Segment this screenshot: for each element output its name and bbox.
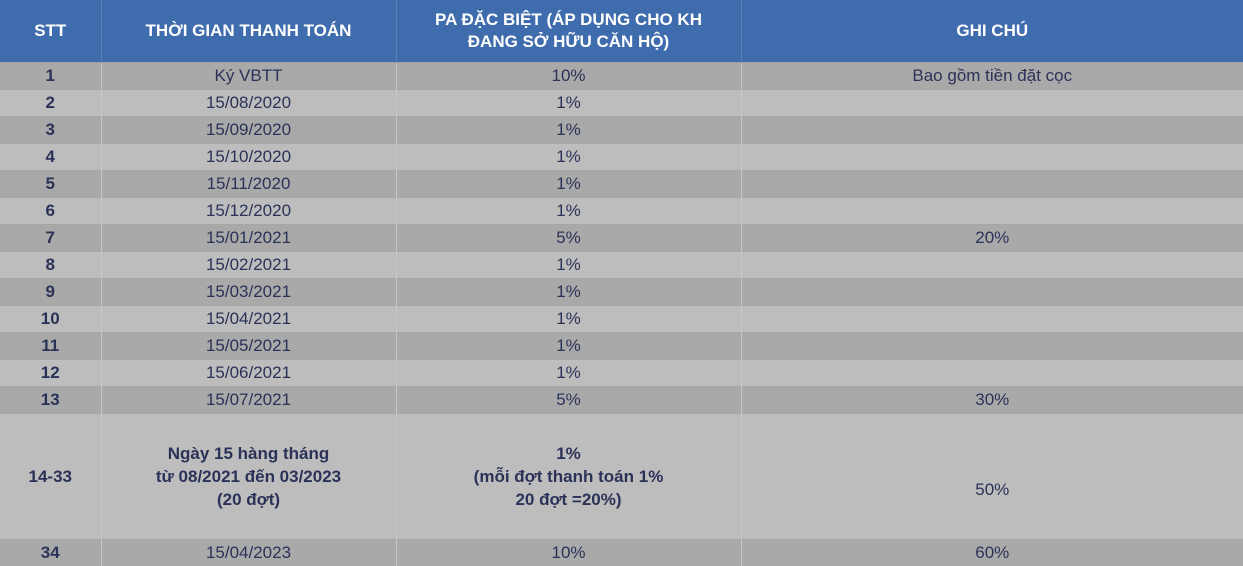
table-row: 3 15/09/2020 1% (0, 117, 1243, 144)
table-row: 8 15/02/2021 1% (0, 252, 1243, 279)
table-row: 5 15/11/2020 1% (0, 171, 1243, 198)
cell-note (741, 306, 1243, 333)
cell-note (741, 171, 1243, 198)
table-row: 14-33 Ngày 15 hàng tháng từ 08/2021 đến … (0, 414, 1243, 540)
cell-time: 15/11/2020 (101, 171, 396, 198)
cell-plan: 10% (396, 63, 741, 90)
table-row: 11 15/05/2021 1% (0, 333, 1243, 360)
cell-note (741, 117, 1243, 144)
cell-plan: 5% (396, 387, 741, 414)
cell-plan-line: 20 đợt =20%) (401, 488, 737, 511)
cell-time-line: từ 08/2021 đến 03/2023 (106, 465, 392, 488)
table-row: 1 Ký VBTT 10% Bao gồm tiền đặt cọc (0, 63, 1243, 90)
cell-time: 15/03/2021 (101, 279, 396, 306)
cell-plan: 1% (396, 144, 741, 171)
cell-time: 15/07/2021 (101, 387, 396, 414)
cell-stt: 2 (0, 90, 101, 117)
cell-time-line: (20 đợt) (106, 488, 392, 511)
cell-stt: 4 (0, 144, 101, 171)
cell-time: 15/09/2020 (101, 117, 396, 144)
cell-stt: 7 (0, 225, 101, 252)
cell-note: 50% (741, 414, 1243, 540)
cell-time-line: Ngày 15 hàng tháng (106, 442, 392, 465)
cell-plan: 1% (396, 333, 741, 360)
cell-stt: 5 (0, 171, 101, 198)
header-note: GHI CHÚ (741, 0, 1243, 63)
cell-time: 15/02/2021 (101, 252, 396, 279)
cell-time: 15/08/2020 (101, 90, 396, 117)
header-special-plan: PA ĐẶC BIỆT (ÁP DỤNG CHO KH ĐANG SỞ HỮU … (396, 0, 741, 63)
cell-note (741, 198, 1243, 225)
cell-time: Ngày 15 hàng tháng từ 08/2021 đến 03/202… (101, 414, 396, 540)
header-special-plan-line1: PA ĐẶC BIỆT (ÁP DỤNG CHO KH (403, 9, 735, 31)
cell-plan: 1% (396, 90, 741, 117)
cell-note: 30% (741, 387, 1243, 414)
cell-time: 15/01/2021 (101, 225, 396, 252)
cell-time: 15/05/2021 (101, 333, 396, 360)
cell-stt: 11 (0, 333, 101, 360)
table-row: 7 15/01/2021 5% 20% (0, 225, 1243, 252)
cell-stt: 10 (0, 306, 101, 333)
cell-note (741, 144, 1243, 171)
cell-note (741, 333, 1243, 360)
cell-plan: 1% (396, 198, 741, 225)
table-row: 13 15/07/2021 5% 30% (0, 387, 1243, 414)
cell-note (741, 360, 1243, 387)
cell-plan: 1% (396, 117, 741, 144)
cell-stt: 14-33 (0, 414, 101, 540)
cell-plan: 10% (396, 540, 741, 566)
table-row: 12 15/06/2021 1% (0, 360, 1243, 387)
cell-stt: 8 (0, 252, 101, 279)
table-row: 6 15/12/2020 1% (0, 198, 1243, 225)
cell-time: 15/06/2021 (101, 360, 396, 387)
cell-note (741, 90, 1243, 117)
cell-note: 20% (741, 225, 1243, 252)
cell-stt: 1 (0, 63, 101, 90)
cell-stt: 6 (0, 198, 101, 225)
cell-stt: 13 (0, 387, 101, 414)
cell-note (741, 279, 1243, 306)
cell-note (741, 252, 1243, 279)
table-row: 10 15/04/2021 1% (0, 306, 1243, 333)
cell-plan: 5% (396, 225, 741, 252)
cell-plan: 1% (396, 306, 741, 333)
payment-schedule-sheet: STT THỜI GIAN THANH TOÁN PA ĐẶC BIỆT (ÁP… (0, 0, 1243, 542)
cell-plan: 1% (mỗi đợt thanh toán 1% 20 đợt =20%) (396, 414, 741, 540)
table-row: 34 15/04/2023 10% 60% (0, 540, 1243, 566)
header-payment-time: THỜI GIAN THANH TOÁN (101, 0, 396, 63)
cell-stt: 12 (0, 360, 101, 387)
table-row: 9 15/03/2021 1% (0, 279, 1243, 306)
cell-plan: 1% (396, 360, 741, 387)
cell-plan: 1% (396, 171, 741, 198)
cell-time: 15/04/2021 (101, 306, 396, 333)
cell-plan: 1% (396, 252, 741, 279)
cell-time: 15/12/2020 (101, 198, 396, 225)
table-row: 2 15/08/2020 1% (0, 90, 1243, 117)
cell-note: Bao gồm tiền đặt cọc (741, 63, 1243, 90)
cell-note: 60% (741, 540, 1243, 566)
cell-stt: 3 (0, 117, 101, 144)
table-row: 4 15/10/2020 1% (0, 144, 1243, 171)
cell-time: 15/04/2023 (101, 540, 396, 566)
cell-plan: 1% (396, 279, 741, 306)
header-special-plan-line2: ĐANG SỞ HỮU CĂN HỘ) (403, 31, 735, 53)
cell-time: Ký VBTT (101, 63, 396, 90)
cell-stt: 9 (0, 279, 101, 306)
table-header-row: STT THỜI GIAN THANH TOÁN PA ĐẶC BIỆT (ÁP… (0, 0, 1243, 63)
cell-time: 15/10/2020 (101, 144, 396, 171)
cell-plan-line: 1% (401, 442, 737, 465)
cell-stt: 34 (0, 540, 101, 566)
cell-plan-line: (mỗi đợt thanh toán 1% (401, 465, 737, 488)
header-stt: STT (0, 0, 101, 63)
